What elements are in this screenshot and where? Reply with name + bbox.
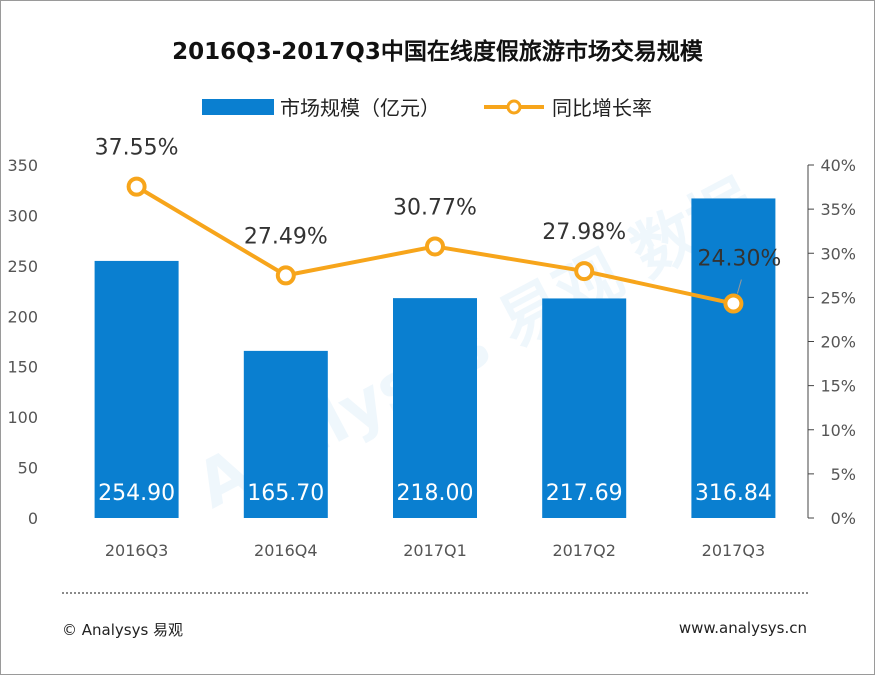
y-right-tick-label: 5% (831, 465, 856, 484)
legend-item-bar: 市场规模（亿元） (202, 92, 440, 121)
y-left-tick-label: 50 (18, 459, 38, 478)
chart-title: 2016Q3-2017Q3中国在线度假旅游市场交易规模 (172, 39, 703, 65)
legend-bar-swatch (202, 98, 274, 115)
legend-bar-label: 市场规模（亿元） (280, 96, 440, 120)
growth-rate-label: 27.98% (542, 220, 626, 245)
y-left-tick-label: 300 (7, 206, 38, 225)
bar (393, 298, 477, 518)
bar-value-label: 316.84 (695, 481, 772, 506)
y-left-tick-label: 200 (7, 307, 38, 326)
y-left-tick-label: 0 (28, 509, 38, 528)
y-right-tick-label: 0% (831, 509, 856, 528)
growth-rate-point (275, 265, 296, 286)
footer-copyright: © Analysys 易观 (62, 621, 184, 639)
y-left-tick-label: 250 (7, 257, 38, 276)
growth-rate-label: 24.30% (697, 247, 781, 272)
footer-divider (62, 592, 808, 594)
footer-website: www.analysys.cn (678, 619, 807, 637)
bar (243, 350, 328, 518)
y-left-tick-label: 150 (7, 358, 38, 377)
bar (94, 260, 179, 518)
growth-rate-point (574, 261, 595, 282)
x-tick-label: 2016Q4 (254, 541, 318, 560)
chart-legend: 市场规模（亿元） 同比增长率 (0, 92, 875, 122)
bar (542, 298, 627, 518)
y-right-tick-label: 15% (820, 377, 856, 396)
y-right-tick-label: 30% (820, 244, 856, 263)
growth-rate-point (723, 293, 744, 314)
bar-value-label: 165.70 (247, 481, 324, 506)
growth-rate-label: 37.55% (95, 136, 179, 161)
legend-line-label: 同比增长率 (552, 96, 652, 120)
y-right-tick-label: 40% (820, 156, 856, 175)
bar-value-label: 217.69 (546, 481, 623, 506)
y-right-tick-label: 20% (820, 333, 856, 352)
y-left-tick-label: 350 (7, 156, 38, 175)
y-right-tick-label: 35% (820, 200, 856, 219)
x-tick-label: 2017Q1 (403, 541, 467, 560)
label-leader-line (736, 279, 742, 294)
x-tick-label: 2016Q3 (105, 541, 169, 560)
legend-item-line: 同比增长率 (482, 92, 652, 121)
growth-rate-point (425, 236, 445, 257)
bar-value-label: 218.00 (397, 481, 474, 506)
growth-rate-point (126, 176, 147, 197)
growth-rate-label: 27.49% (244, 224, 328, 249)
bar (691, 198, 776, 519)
y-left-tick-label: 100 (7, 408, 38, 427)
bar-value-label: 254.90 (98, 481, 175, 506)
growth-rate-label: 30.77% (393, 195, 477, 220)
x-tick-label: 2017Q3 (702, 541, 766, 560)
y-right-tick-label: 25% (820, 288, 856, 307)
x-tick-label: 2017Q2 (552, 541, 616, 560)
legend-line-swatch (484, 99, 544, 114)
y-right-tick-label: 10% (820, 421, 856, 440)
